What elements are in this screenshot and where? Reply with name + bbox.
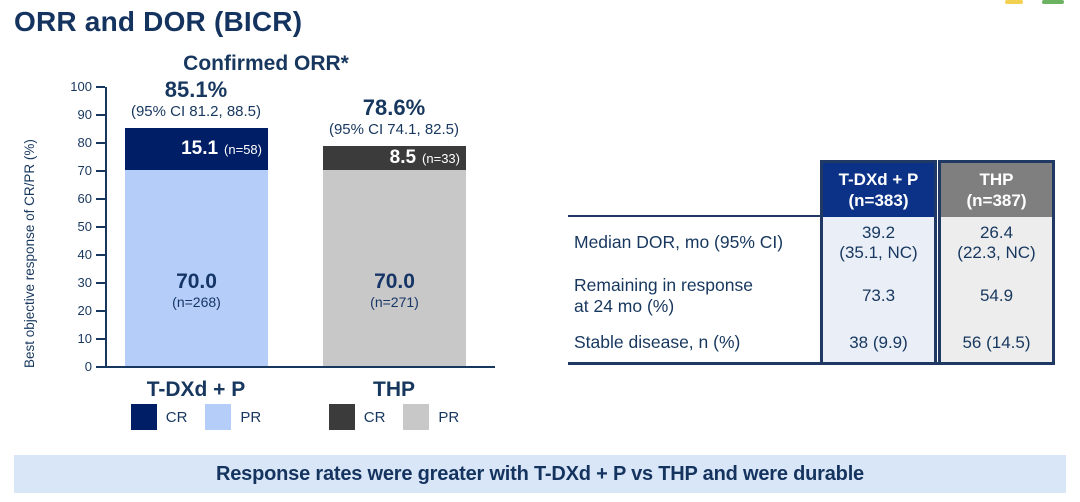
legend-tdxd: CR PR bbox=[96, 404, 296, 430]
y-axis-label: Best objective response of CR/PR (%) bbox=[22, 139, 37, 368]
table-column-tdxd: T-DXd + P (n=383) 39.2 (35.1, NC) 73.3 3… bbox=[820, 160, 937, 365]
legend-label: CR bbox=[165, 408, 188, 426]
value-cell: 54.9 bbox=[979, 285, 1014, 305]
segment-value-label: 8.5 bbox=[389, 147, 417, 168]
y-tick bbox=[96, 338, 105, 340]
legend-swatch-cr bbox=[130, 404, 157, 430]
total-label-tdxd: 85.1% (95% CI 81.2, 88.5) bbox=[96, 78, 296, 121]
legend-item-pr: PR bbox=[205, 404, 261, 430]
y-tick-label: 50 bbox=[77, 219, 92, 234]
legend-swatch-cr bbox=[328, 404, 355, 430]
pr-segment bbox=[323, 170, 466, 366]
y-tick bbox=[96, 142, 105, 144]
cr-segment: 15.1 (n=58) bbox=[125, 128, 268, 170]
y-tick-label: 20 bbox=[77, 303, 92, 318]
segment-value-label: 70.0 bbox=[176, 270, 217, 293]
y-tick-label: 90 bbox=[77, 107, 92, 122]
legend-item-pr: PR bbox=[403, 404, 459, 430]
legend-label: PR bbox=[240, 408, 262, 426]
total-label-thp: 78.6% (95% CI 74.1, 82.5) bbox=[294, 96, 494, 139]
key-message-text: Response rates were greater with T-DXd +… bbox=[216, 462, 864, 485]
y-tick-label: 30 bbox=[77, 275, 92, 290]
total-pct-label: 85.1% bbox=[164, 77, 228, 102]
bar-thp: 8.5 (n=33) 70.0 (n=271) bbox=[323, 0, 466, 368]
y-tick bbox=[96, 254, 105, 256]
pr-segment-label: 70.0 (n=271) bbox=[323, 270, 466, 312]
dor-table: T-DXd + P (n=383) 39.2 (35.1, NC) 73.3 3… bbox=[568, 160, 1055, 365]
y-tick-label: 60 bbox=[77, 191, 92, 206]
value-cell: 38 (9.9) bbox=[849, 332, 908, 352]
table-column-body: 26.4 (22.3, NC) 54.9 56 (14.5) bbox=[941, 217, 1052, 362]
value-cell: 39.2 (35.1, NC) bbox=[839, 222, 918, 262]
y-tick-label: 80 bbox=[77, 135, 92, 150]
segment-n-label: (n=271) bbox=[370, 294, 419, 310]
y-tick bbox=[96, 170, 105, 172]
legend-thp: CR PR bbox=[294, 404, 494, 430]
y-tick-label: 10 bbox=[77, 331, 92, 346]
legend-label: CR bbox=[363, 408, 386, 426]
segment-n-label: (n=33) bbox=[422, 150, 460, 166]
category-label-tdxd: T-DXd + P bbox=[146, 378, 246, 401]
value-cell: 73.3 bbox=[861, 285, 896, 305]
table-column-thp: THP (n=387) 26.4 (22.3, NC) 54.9 56 (14.… bbox=[938, 160, 1055, 365]
legend-item-cr: CR bbox=[328, 404, 386, 430]
y-tick bbox=[96, 114, 105, 116]
y-tick-label: 70 bbox=[77, 163, 92, 178]
table-header-rule bbox=[568, 215, 820, 217]
y-tick bbox=[96, 366, 105, 368]
key-message-banner: Response rates were greater with T-DXd +… bbox=[14, 455, 1066, 493]
row-label: Median DOR, mo (95% CI) bbox=[574, 232, 784, 252]
cr-segment: 8.5 (n=33) bbox=[323, 146, 466, 170]
logo-green-mark bbox=[1042, 0, 1064, 4]
y-tick-label: 100 bbox=[70, 79, 92, 94]
y-tick-label: 0 bbox=[84, 359, 92, 374]
y-tick bbox=[96, 226, 105, 228]
table-header-tdxd: T-DXd + P (n=383) bbox=[823, 163, 934, 217]
page-title: ORR and DOR (BICR) bbox=[14, 6, 303, 37]
segment-n-label: (n=58) bbox=[224, 141, 262, 157]
row-label: Remaining in response at 24 mo (%) bbox=[574, 274, 753, 316]
pr-segment-label: 70.0 (n=268) bbox=[125, 270, 268, 312]
legend-swatch-pr bbox=[403, 404, 430, 430]
y-tick bbox=[96, 282, 105, 284]
total-pct-label: 78.6% bbox=[362, 95, 426, 120]
legend-item-cr: CR bbox=[130, 404, 188, 430]
y-tick bbox=[96, 198, 105, 200]
y-tick-label: 40 bbox=[77, 247, 92, 262]
value-cell: 26.4 (22.3, NC) bbox=[957, 222, 1036, 262]
chart-title: Confirmed ORR* bbox=[183, 52, 349, 75]
row-label: Stable disease, n (%) bbox=[574, 332, 741, 352]
total-ci-label: (95% CI 81.2, 88.5) bbox=[130, 103, 262, 120]
legend-swatch-pr bbox=[205, 404, 232, 430]
x-axis bbox=[105, 366, 495, 368]
total-ci-label: (95% CI 74.1, 82.5) bbox=[328, 121, 460, 138]
table-column-body: 39.2 (35.1, NC) 73.3 38 (9.9) bbox=[823, 217, 934, 362]
bar-tdxd: 15.1 (n=58) 70.0 (n=268) bbox=[125, 0, 268, 368]
category-label-thp: THP bbox=[373, 378, 415, 401]
pr-segment bbox=[125, 170, 268, 366]
table-bottom-rule bbox=[568, 362, 1055, 365]
legend-label: PR bbox=[438, 408, 460, 426]
segment-value-label: 70.0 bbox=[374, 270, 415, 293]
value-cell: 56 (14.5) bbox=[962, 332, 1031, 352]
logo-yellow-mark bbox=[1005, 0, 1023, 4]
y-tick bbox=[96, 86, 105, 88]
table-header-thp: THP (n=387) bbox=[941, 163, 1052, 217]
segment-n-label: (n=268) bbox=[172, 294, 221, 310]
y-tick bbox=[96, 310, 105, 312]
y-axis bbox=[105, 87, 107, 368]
segment-value-label: 15.1 bbox=[181, 138, 219, 159]
